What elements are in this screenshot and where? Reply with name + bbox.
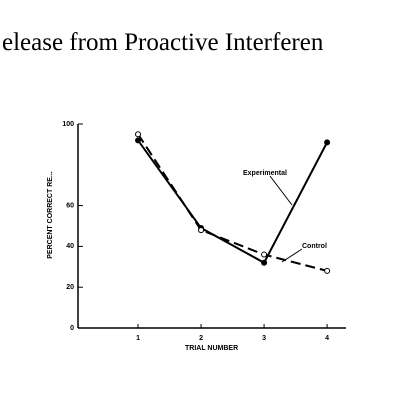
leader-line bbox=[269, 175, 293, 206]
x-tick-label: 2 bbox=[199, 335, 203, 342]
legend-label: Experimental bbox=[243, 170, 287, 177]
y-tick-label: 20 bbox=[66, 284, 74, 291]
x-tick-label: 4 bbox=[325, 335, 329, 342]
data-point bbox=[261, 259, 268, 266]
data-point bbox=[135, 137, 142, 144]
data-point bbox=[135, 131, 142, 138]
y-tick-label: 40 bbox=[66, 243, 74, 250]
x-tick-label: 3 bbox=[262, 335, 266, 342]
data-point bbox=[324, 139, 331, 146]
series-line bbox=[137, 133, 328, 272]
data-point bbox=[198, 227, 205, 234]
series-line bbox=[137, 139, 328, 265]
chart-title: elease from Proactive Interferen bbox=[2, 29, 324, 56]
y-axis-label: PERCENT CORRECT RE... bbox=[47, 171, 54, 259]
data-point bbox=[324, 267, 331, 274]
x-tick-label: 1 bbox=[136, 335, 140, 342]
y-tick-label: 60 bbox=[66, 202, 74, 209]
y-tick-label: 0 bbox=[70, 325, 74, 332]
legend-label: Control bbox=[302, 243, 327, 250]
x-axis-label: TRIAL NUMBER bbox=[185, 345, 238, 352]
data-point bbox=[261, 251, 268, 258]
y-tick-label: 100 bbox=[62, 121, 74, 128]
